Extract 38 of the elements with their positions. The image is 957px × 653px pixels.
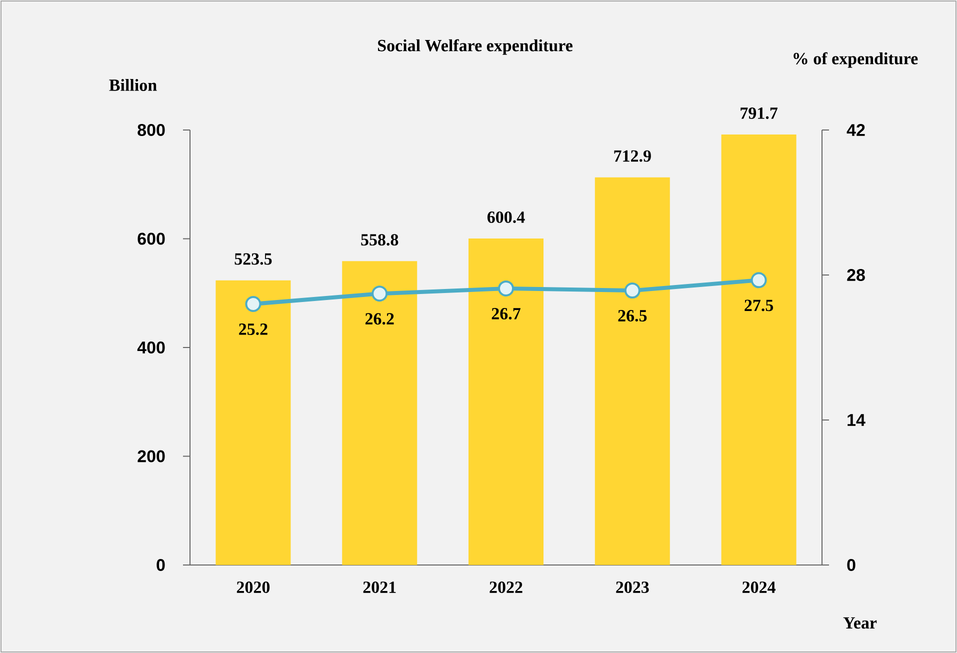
data-label: 26.5 (618, 310, 647, 322)
bar (468, 238, 544, 565)
data-label: 791.7 (740, 107, 778, 119)
y2-axis-title: % of expenditure (794, 52, 918, 68)
data-label: 600.4 (487, 211, 525, 223)
y-tick-label: 200 (138, 450, 165, 462)
y-tick-label: 400 (137, 341, 165, 354)
data-label: 26.2 (365, 313, 394, 325)
x-axis-title: Year (843, 617, 877, 629)
data-label: 25.2 (239, 324, 268, 336)
y-tick-label: 0 (156, 558, 165, 572)
y2-tick-label: 42 (846, 124, 865, 136)
data-label: 523.5 (234, 253, 272, 265)
y-tick-label: 600 (138, 232, 165, 245)
y2-tick-label: 14 (848, 414, 866, 426)
bar (216, 280, 291, 565)
y2-tick-label: 28 (847, 268, 865, 282)
data-label: 558.8 (361, 234, 398, 246)
point (624, 282, 640, 299)
x-tick-label: 2020 (236, 582, 270, 594)
point (372, 286, 388, 302)
point (750, 272, 767, 288)
bar (594, 177, 670, 565)
chart-title: Social Welfare expenditure (378, 39, 572, 55)
bar (342, 261, 418, 565)
y-tick-label: 800 (138, 124, 165, 136)
y-axis-title: Billion (109, 79, 157, 91)
data-label: 27.5 (744, 300, 774, 312)
x-tick-label: 2022 (490, 582, 522, 594)
data-label: 712.9 (614, 150, 651, 162)
x-tick-label: 2021 (363, 582, 396, 594)
bar (721, 134, 796, 565)
x-tick-label: 2023 (616, 582, 649, 594)
y2-tick-label: 0 (847, 558, 856, 572)
point (498, 280, 514, 296)
point (245, 296, 262, 312)
x-tick-label: 2024 (742, 582, 776, 594)
data-label: 26.7 (492, 308, 520, 320)
